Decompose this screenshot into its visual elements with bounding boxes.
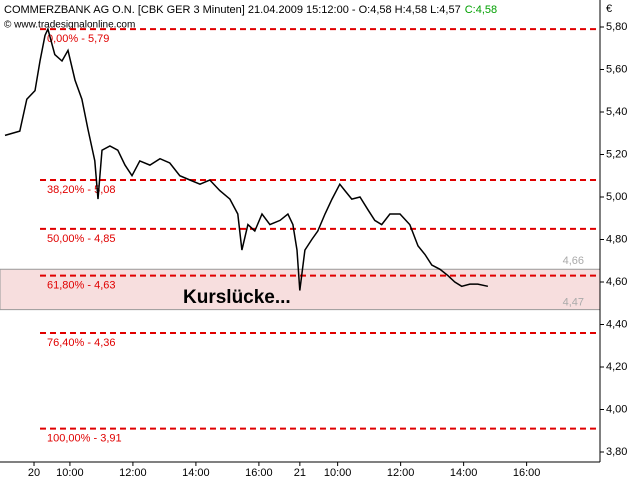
- x-tick-label: 16:00: [245, 467, 273, 479]
- gap-label: 4,66: [563, 255, 584, 267]
- annotation: Kurslücke...: [183, 287, 291, 308]
- level-label: 50,00% - 4,85: [47, 233, 116, 245]
- y-tick-label: 4,20: [606, 361, 627, 373]
- x-tick-label: 10:00: [324, 467, 352, 479]
- level-label: 61,80% - 4,63: [47, 280, 116, 292]
- x-tick-label: 12:00: [119, 467, 147, 479]
- price-line: [4, 26, 489, 291]
- level-label: 38,20% - 5,08: [47, 184, 116, 196]
- y-tick-label: 5,80: [606, 21, 627, 33]
- gap-label: 4,47: [563, 297, 584, 309]
- x-tick-label: 21: [294, 467, 306, 479]
- level-label: 100,00% - 3,91: [47, 433, 122, 445]
- title-close: C:4,58: [465, 4, 497, 16]
- y-tick-label: 4,00: [606, 403, 627, 415]
- x-tick-label: 14:00: [450, 467, 478, 479]
- y-tick-label: 5,60: [606, 63, 627, 75]
- x-tick-label: 16:00: [513, 467, 541, 479]
- level-label: 76,40% - 4,36: [47, 337, 116, 349]
- title-text: COMMERZBANK AG O.N. [CBK GER 3 Minuten] …: [4, 4, 461, 16]
- y-tick-label: 5,00: [606, 191, 627, 203]
- level-label: 0,00% - 5,79: [47, 33, 109, 45]
- y-tick-label: 4,60: [606, 276, 627, 288]
- x-tick-label: 14:00: [182, 467, 210, 479]
- y-tick-label: 4,40: [606, 318, 627, 330]
- chart-title: COMMERZBANK AG O.N. [CBK GER 3 Minuten] …: [4, 4, 497, 16]
- y-tick-label: 3,80: [606, 446, 627, 458]
- x-tick-label: 10:00: [56, 467, 84, 479]
- y-tick-label: 5,20: [606, 148, 627, 160]
- x-tick-label: 12:00: [387, 467, 415, 479]
- x-tick-label: 20: [28, 467, 40, 479]
- y-unit: €: [606, 3, 612, 15]
- chart-subtitle: © www.tradesignalonline.com: [4, 20, 135, 31]
- y-tick-label: 5,40: [606, 106, 627, 118]
- y-tick-label: 4,80: [606, 233, 627, 245]
